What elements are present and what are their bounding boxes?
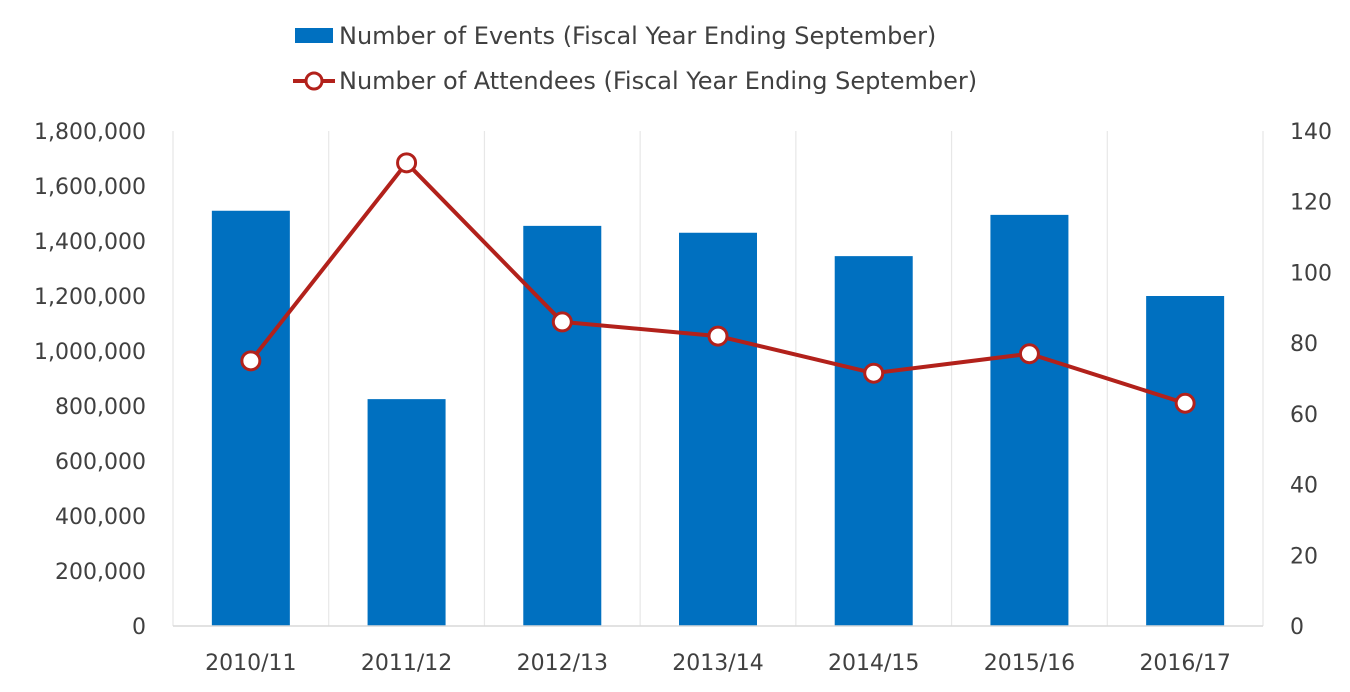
right-tick-label: 100 [1290, 261, 1332, 286]
left-y-axis-ticks: 0 200,000 400,000 600,000 800,000 1,000,000 1,… [34, 120, 146, 640]
right-y-axis-ticks: 0 20 40 60 80 100 120 140 [1290, 120, 1332, 640]
bar-events-2010/11 [211, 210, 290, 626]
right-tick-label: 140 [1290, 120, 1332, 145]
x-tick-label: 2012/13 [517, 651, 608, 676]
x-tick-label: 2014/15 [828, 651, 919, 676]
bar-events-2011/12 [367, 399, 446, 626]
legend-item-attendees: Number of Attendees (Fiscal Year Ending … [293, 67, 977, 95]
left-tick-label: 1,200,000 [34, 285, 146, 310]
bar-events-2013/14 [679, 232, 757, 626]
left-tick-label: 1,800,000 [34, 120, 146, 145]
left-tick-label: 1,400,000 [34, 230, 146, 255]
right-tick-label: 0 [1290, 615, 1304, 640]
x-tick-label: 2015/16 [984, 651, 1075, 676]
right-tick-label: 80 [1290, 332, 1318, 357]
right-tick-label: 40 [1290, 474, 1318, 499]
right-tick-label: 20 [1290, 544, 1318, 569]
x-tick-label: 2011/12 [361, 651, 452, 676]
right-tick-label: 60 [1290, 403, 1318, 428]
legend-label-events: Number of Events (Fiscal Year Ending Sep… [339, 22, 936, 50]
x-tick-label: 2010/11 [205, 651, 296, 676]
point-attendees-2014/15 [863, 362, 885, 384]
legend-item-events: Number of Events (Fiscal Year Ending Sep… [295, 22, 936, 50]
point-attendees-2015/16 [1018, 343, 1040, 365]
point-attendees-2016/17 [1174, 392, 1196, 414]
point-attendees-2013/14 [707, 325, 729, 347]
point-attendees-2010/11 [240, 350, 262, 372]
left-tick-label: 400,000 [55, 505, 146, 530]
x-tick-label: 2016/17 [1139, 651, 1230, 676]
legend-label-attendees: Number of Attendees (Fiscal Year Ending … [339, 67, 977, 95]
x-tick-label: 2013/14 [672, 651, 763, 676]
bar-events-2016/17 [1146, 296, 1225, 626]
point-attendees-2012/13 [551, 311, 573, 333]
bar-events-2014/15 [834, 256, 913, 626]
left-tick-label: 600,000 [55, 450, 146, 475]
left-tick-label: 0 [132, 615, 146, 640]
legend-marker-attendees [304, 71, 324, 91]
x-axis-tick-labels: 2010/11 2011/12 2012/13 2013/14 2014/15 2015/… [205, 651, 1231, 676]
left-tick-label: 1,600,000 [34, 175, 146, 200]
legend-swatch-events [295, 28, 333, 43]
legend: Number of Events (Fiscal Year Ending Sep… [293, 22, 977, 95]
attendees-line-series [240, 152, 1196, 414]
right-tick-label: 120 [1290, 191, 1332, 216]
bar-events-2012/13 [523, 225, 602, 626]
vertical-gridlines [172, 131, 1264, 626]
left-tick-label: 200,000 [55, 560, 146, 585]
left-tick-label: 1,000,000 [34, 340, 146, 365]
events-bars [211, 210, 1225, 626]
bar-events-2015/16 [990, 214, 1069, 626]
left-tick-label: 800,000 [55, 395, 146, 420]
point-attendees-2011/12 [396, 152, 418, 174]
